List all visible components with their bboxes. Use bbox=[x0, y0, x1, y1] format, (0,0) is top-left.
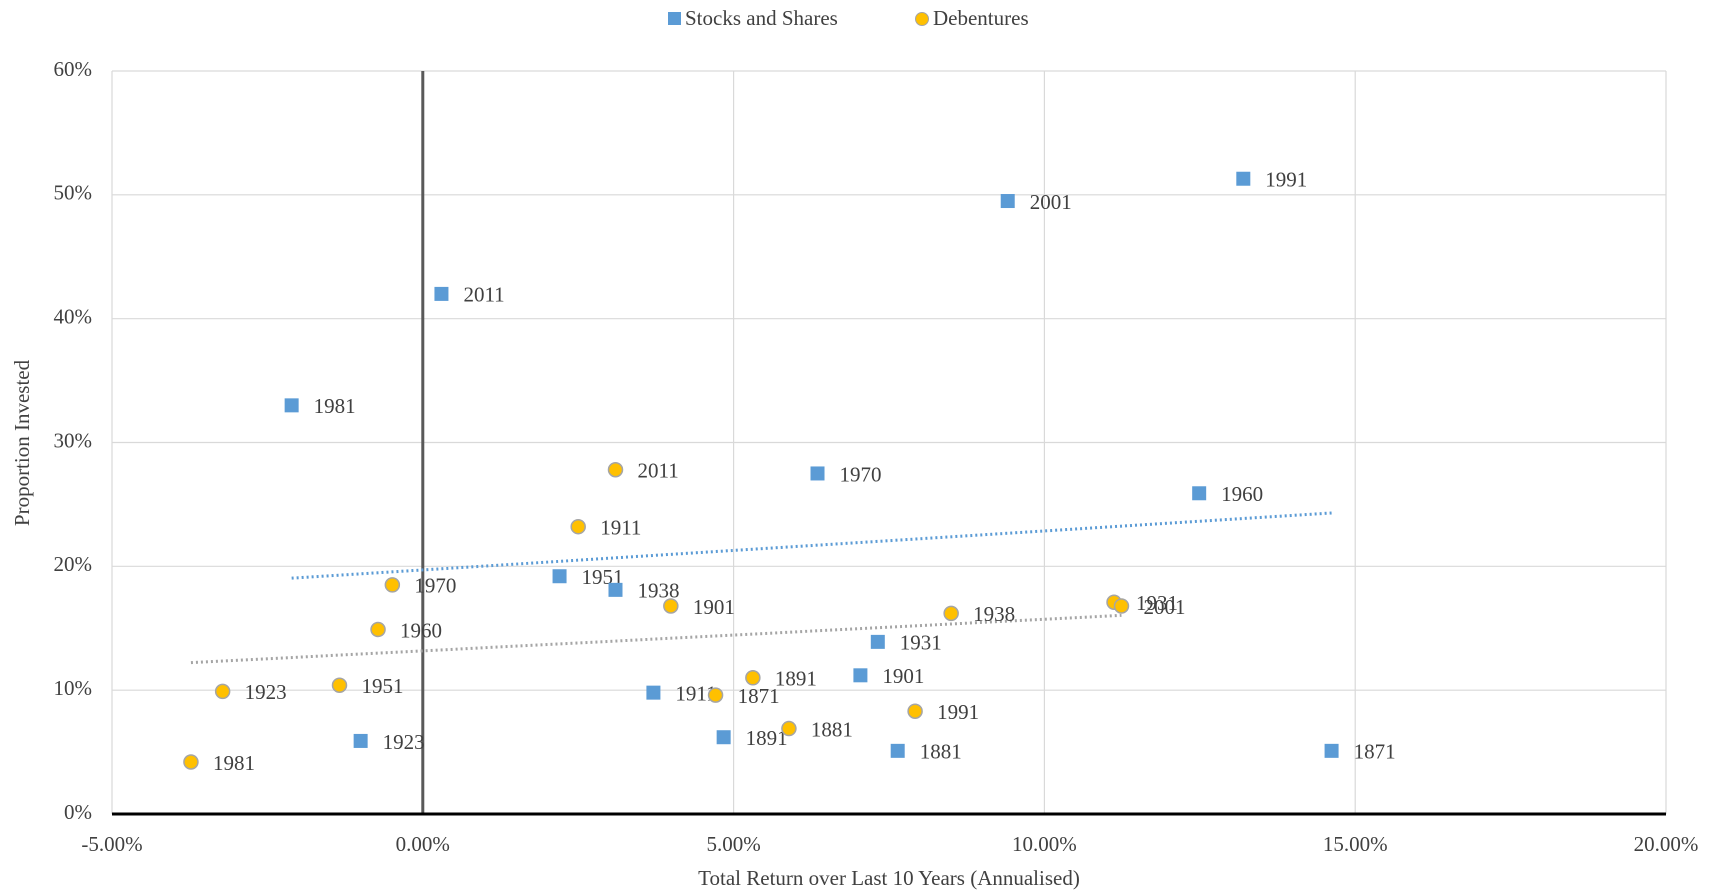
point bbox=[890, 743, 905, 758]
point bbox=[370, 621, 386, 638]
point bbox=[284, 398, 299, 413]
data-label: 2011 bbox=[637, 459, 678, 483]
point bbox=[943, 605, 959, 622]
legend-marker bbox=[668, 12, 681, 25]
x-tick-label: 10.00% bbox=[1012, 832, 1077, 856]
legend-label: Stocks and Shares bbox=[685, 6, 838, 30]
y-tick-label: 60% bbox=[54, 57, 93, 81]
data-label: 1960 bbox=[1221, 482, 1263, 506]
data-label: 1951 bbox=[362, 674, 404, 698]
point bbox=[183, 754, 199, 770]
x-tick-label: 20.00% bbox=[1634, 832, 1699, 856]
legend-label: Debentures bbox=[933, 6, 1029, 30]
x-tick-label: 15.00% bbox=[1323, 832, 1388, 856]
y-tick-label: 10% bbox=[54, 676, 93, 700]
y-axis-title: Proportion Invested bbox=[10, 359, 34, 526]
y-tick-label: 40% bbox=[54, 304, 93, 328]
data-label: 1931 bbox=[900, 631, 942, 655]
data-label: 1938 bbox=[973, 602, 1015, 626]
data-label: 2001 bbox=[1030, 190, 1072, 214]
point bbox=[384, 577, 401, 593]
point bbox=[608, 582, 623, 597]
point bbox=[745, 670, 761, 686]
data-label: 1991 bbox=[1265, 168, 1307, 192]
data-label: 1970 bbox=[840, 462, 882, 486]
point bbox=[1236, 171, 1251, 186]
data-label: 1991 bbox=[937, 700, 979, 724]
x-tick-label: 0.00% bbox=[396, 832, 450, 856]
data-label: 1970 bbox=[414, 574, 456, 598]
y-tick-label: 20% bbox=[54, 552, 93, 576]
point bbox=[552, 569, 567, 584]
data-label: 1981 bbox=[213, 751, 255, 775]
data-label: 1901 bbox=[882, 664, 924, 688]
point bbox=[570, 518, 586, 535]
point bbox=[1324, 743, 1339, 758]
x-axis-title: Total Return over Last 10 Years (Annuali… bbox=[698, 866, 1080, 890]
point bbox=[1000, 194, 1015, 209]
point bbox=[853, 668, 868, 683]
data-label: 1923 bbox=[245, 680, 287, 704]
data-label: 1981 bbox=[314, 394, 356, 418]
point bbox=[870, 634, 885, 649]
x-tick-label: -5.00% bbox=[81, 832, 142, 856]
y-tick-label: 30% bbox=[54, 428, 93, 452]
data-label: 1923 bbox=[383, 730, 425, 754]
data-label: 1881 bbox=[811, 717, 853, 741]
data-label: 1960 bbox=[400, 618, 442, 642]
data-label: 1901 bbox=[693, 595, 735, 619]
point bbox=[607, 461, 624, 478]
point bbox=[663, 598, 679, 614]
point bbox=[716, 730, 731, 745]
data-label: 1891 bbox=[775, 667, 817, 691]
data-label: 1931 bbox=[1136, 591, 1178, 615]
y-tick-label: 0% bbox=[64, 800, 92, 824]
legend-marker bbox=[915, 12, 929, 26]
data-label: 1911 bbox=[600, 516, 641, 540]
point bbox=[353, 733, 368, 748]
point bbox=[434, 286, 449, 301]
y-tick-label: 50% bbox=[54, 181, 93, 205]
point bbox=[214, 683, 231, 700]
trendline bbox=[190, 613, 1122, 665]
point bbox=[646, 685, 661, 700]
trendline bbox=[291, 511, 1332, 580]
data-label: 2001 bbox=[1143, 595, 1185, 619]
data-label: 1871 bbox=[738, 684, 780, 708]
point bbox=[1113, 598, 1130, 614]
point bbox=[781, 720, 797, 737]
data-label: 1871 bbox=[1354, 740, 1396, 764]
x-tick-label: 5.00% bbox=[706, 832, 760, 856]
point bbox=[1192, 486, 1207, 501]
data-label: 2011 bbox=[463, 283, 504, 307]
point bbox=[810, 466, 825, 481]
point bbox=[707, 687, 724, 703]
point bbox=[907, 703, 923, 719]
data-label: 1881 bbox=[920, 740, 962, 764]
data-label: 1891 bbox=[746, 726, 788, 750]
point bbox=[331, 677, 348, 693]
